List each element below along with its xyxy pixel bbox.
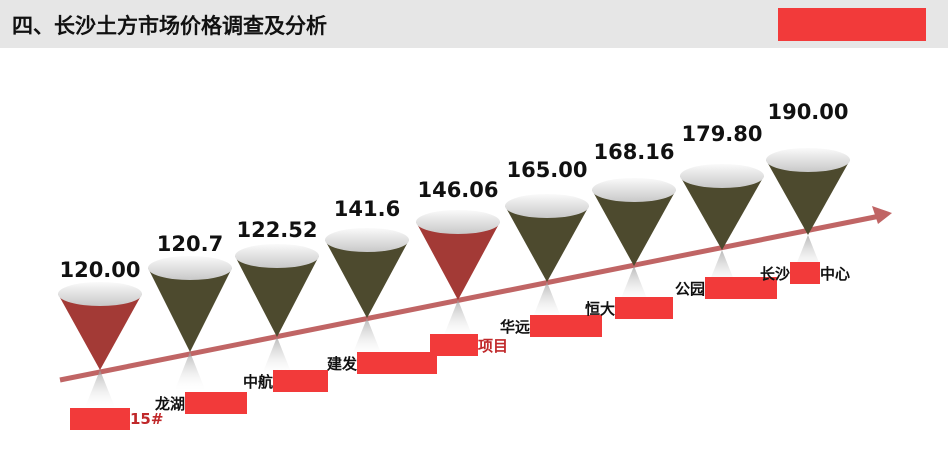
cone-value: 146.06 [417,178,499,202]
cone-value: 190.00 [767,100,849,124]
cone-reflection [618,266,650,306]
cone-value: 168.16 [593,140,675,164]
label-prefix: 建发 [327,354,358,373]
cone-value: 179.80 [681,122,763,146]
label-suffix: 15# [130,410,164,428]
cone-value: 165.00 [506,158,588,182]
label-prefix: 公园 [675,279,706,298]
cone-body [592,190,676,266]
redacted-box [430,334,478,356]
cone-top [325,228,409,252]
cone-body [680,176,764,250]
redacted-box [778,8,926,41]
redacted-box [790,262,821,284]
trend-arrow-line [59,213,881,383]
redacted-box [705,277,778,299]
redacted-box [357,352,438,374]
label-suffix: 项目 [478,336,509,355]
project-label: 华远 [500,315,603,337]
cone-body [58,294,142,370]
project-label: 中航 [243,370,329,392]
cone-top [505,194,589,218]
label-prefix: 中航 [243,372,274,391]
project-label: 项目 [430,334,508,356]
cone-top [766,148,850,172]
cone-top [148,256,232,280]
label-prefix: 华远 [500,317,531,336]
cone-reflection [174,352,206,392]
cone-value: 120.7 [156,232,224,256]
cone-reflection [531,282,563,322]
cone-reflection [351,318,383,358]
cone-body [505,206,589,282]
cone-reflection [261,337,293,377]
cone-top [58,282,142,306]
cone-body [416,222,500,300]
project-label: 恒大 [585,297,674,319]
cone-top [235,244,319,268]
cone-top [592,178,676,202]
cone-top [680,164,764,188]
cone-body [235,256,319,337]
arrow-head-icon [872,206,892,224]
project-label: 建发 [327,352,438,374]
page-title: 四、长沙土方市场价格调查及分析 [12,14,327,38]
cone-reflection [84,370,116,410]
label-prefix: 长沙 [760,264,791,283]
cone-body [766,160,850,235]
label-suffix: 中心 [820,264,851,283]
redacted-box [273,370,329,392]
cone-value: 120.00 [59,258,141,282]
project-label: 公园 [675,277,778,299]
redacted-box [615,297,674,319]
cone-reflection [442,300,474,340]
label-prefix: 龙湖 [155,394,186,413]
redacted-box [70,408,130,430]
cone-top [416,210,500,234]
redacted-box [530,315,603,337]
project-label: 龙湖 [155,392,248,414]
cone-value: 122.52 [236,218,318,242]
project-label: 15# [70,408,163,430]
project-label: 长沙 中心 [760,262,850,284]
cone-value: 141.6 [333,197,401,221]
cone-body [325,240,409,318]
redacted-box [185,392,248,414]
cone-body [148,268,232,352]
label-prefix: 恒大 [585,299,616,318]
